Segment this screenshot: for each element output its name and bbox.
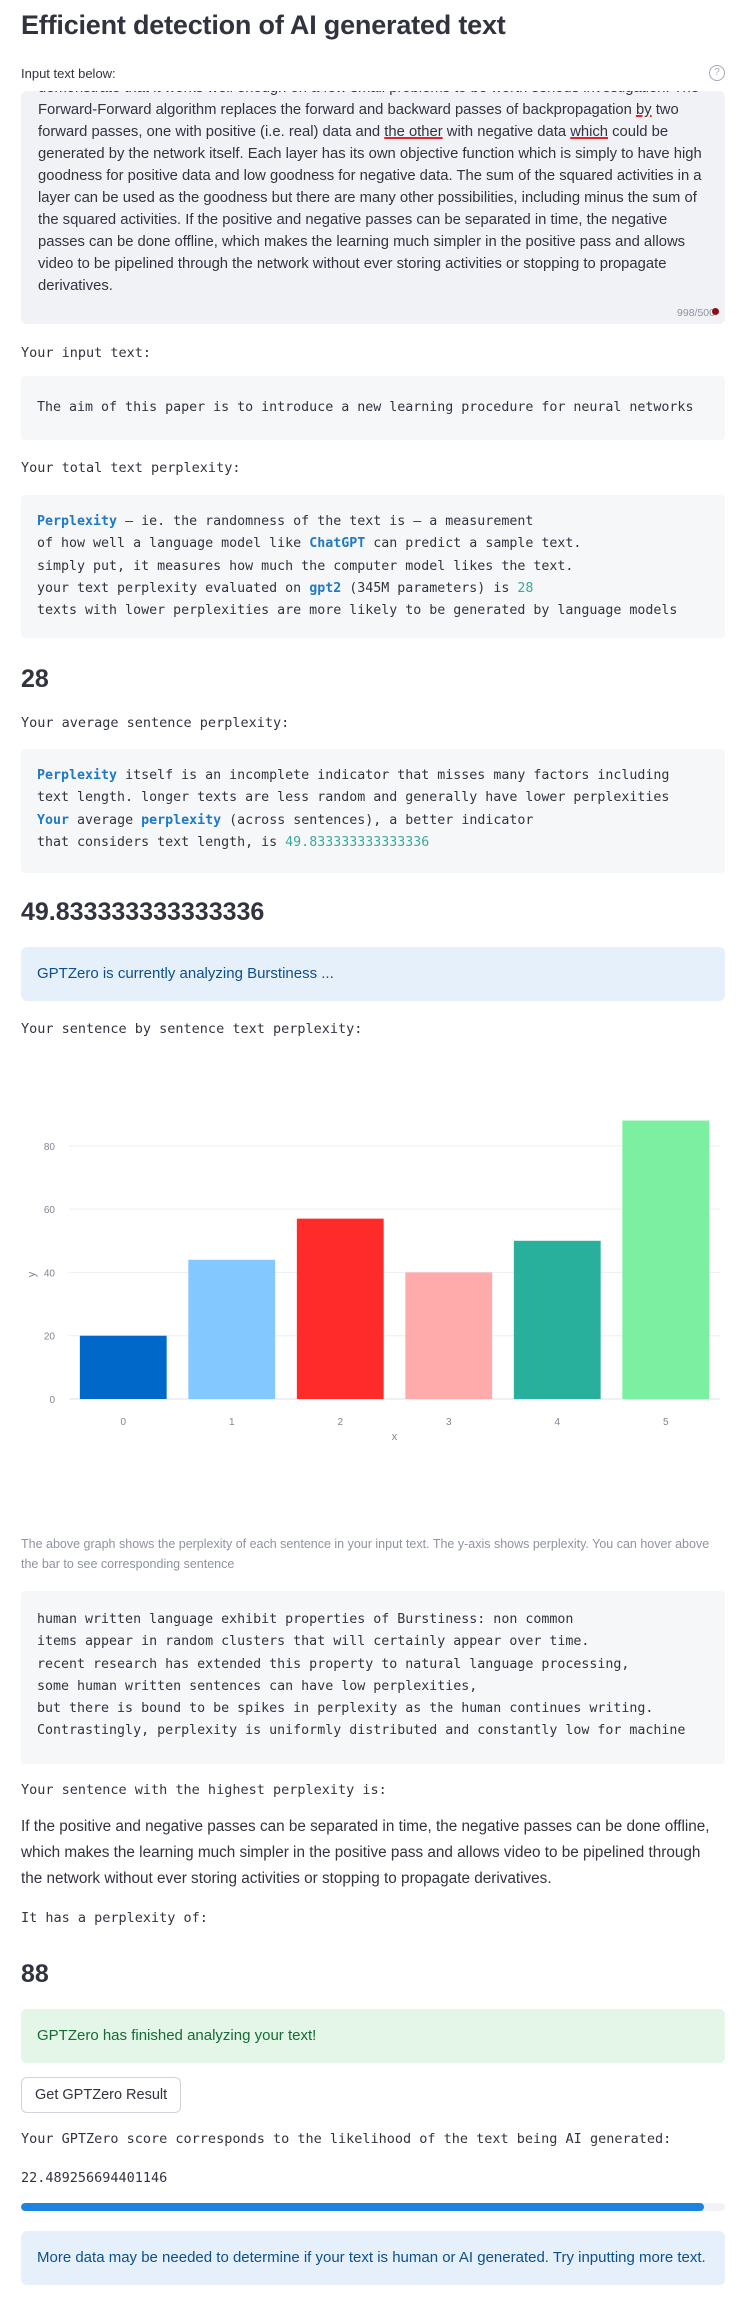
chart-y-axis-title: y (26, 1271, 38, 1277)
burstiness-info-alert: GPTZero is currently analyzing Burstines… (21, 947, 725, 1001)
highest-sentence-label: Your sentence with the highest perplexit… (21, 1782, 387, 1798)
chart-bar[interactable] (405, 1272, 493, 1399)
chart-bar[interactable] (79, 1335, 167, 1399)
get-result-button[interactable]: Get GPTZero Result (21, 2077, 182, 2113)
average-perplexity-text: Perplexity itself is an incomplete indic… (37, 768, 670, 850)
chart-x-tick-label: 4 (554, 1417, 560, 1428)
score-value: 22.489256694401146 (21, 2170, 168, 2186)
score-label: Your GPTZero score corresponds to the li… (21, 2131, 672, 2147)
spellcheck-underlined-word: the other (384, 124, 443, 140)
input-text-value: The aim of this paper is to introduce a … (37, 400, 694, 415)
more-data-info-alert: More data may be needed to determine if … (21, 2231, 725, 2285)
total-perplexity-text: Perplexity — ie. the randomness of the t… (37, 514, 678, 619)
total-perplexity-value: 28 (21, 665, 49, 693)
sentence-perplexity-label: Your sentence by sentence text perplexit… (21, 1021, 363, 1037)
sentence-perplexity-chart[interactable]: 0 20 40 60 80 0 1 2 3 4 5 x y (21, 1070, 725, 1480)
page-title: Efficient detection of AI generated text (21, 10, 506, 40)
chart-bar[interactable] (188, 1259, 276, 1399)
input-textarea[interactable]: demonstrate that it works well enough on… (21, 91, 725, 324)
average-perplexity-explainer: Perplexity itself is an incomplete indic… (21, 749, 725, 873)
input-text-label: Your input text: (21, 345, 152, 361)
highest-perplexity-label: It has a perplexity of: (21, 1910, 208, 1926)
chart-caption: The above graph shows the perplexity of … (21, 1537, 710, 1571)
chart-x-tick-label: 0 (120, 1417, 126, 1428)
help-icon[interactable]: ? (709, 65, 725, 81)
chart-x-axis-title: x (392, 1431, 398, 1443)
score-progress-fill (21, 2203, 704, 2211)
average-perplexity-value: 49.833333333333336 (21, 898, 265, 926)
chart-x-tick-label: 2 (337, 1417, 343, 1428)
total-perplexity-label: Your total text perplexity: (21, 460, 241, 476)
score-progress-bar (21, 2203, 725, 2211)
resize-handle[interactable] (712, 308, 719, 315)
chart-bar[interactable] (296, 1218, 384, 1399)
input-text-segment: with negative data (442, 124, 571, 140)
spellcheck-underlined-word: by (635, 102, 652, 118)
highest-perplexity-value: 88 (21, 1960, 49, 1988)
chart-y-tick-label: 80 (44, 1142, 56, 1153)
chart-y-tick-label: 0 (49, 1395, 55, 1406)
input-text-segment: two forward passes, one with positive (i… (38, 102, 679, 140)
input-text-segment: could be generated by the network itself… (38, 124, 702, 294)
input-text-code: The aim of this paper is to introduce a … (21, 376, 725, 440)
burstiness-explainer: human written language exhibit propertie… (21, 1591, 725, 1764)
total-perplexity-explainer: Perplexity — ie. the randomness of the t… (21, 495, 725, 638)
chart-x-tick-label: 5 (663, 1417, 669, 1428)
chart-y-tick-label: 40 (44, 1268, 56, 1279)
chart-y-tick-label: 20 (44, 1332, 56, 1343)
input-text[interactable]: demonstrate that it works well enough on… (38, 91, 705, 297)
input-label: Input text below: (21, 66, 116, 81)
chart-x-tick-label: 3 (446, 1417, 452, 1428)
spellcheck-underlined-word: which (570, 124, 609, 140)
chart-bar[interactable] (513, 1240, 601, 1399)
input-text-segment: demonstrate that it works well enough on… (38, 91, 699, 118)
average-perplexity-label: Your average sentence perplexity: (21, 715, 290, 731)
char-counter: 998/500 (677, 307, 715, 319)
chart-y-tick-label: 60 (44, 1205, 56, 1216)
chart-x-tick-label: 1 (229, 1417, 235, 1428)
burstiness-text: human written language exhibit propertie… (37, 1612, 686, 1739)
finished-success-alert: GPTZero has finished analyzing your text… (21, 2009, 725, 2063)
highest-sentence-text: If the positive and negative passes can … (21, 1818, 710, 1887)
chart-bar[interactable] (622, 1120, 710, 1399)
